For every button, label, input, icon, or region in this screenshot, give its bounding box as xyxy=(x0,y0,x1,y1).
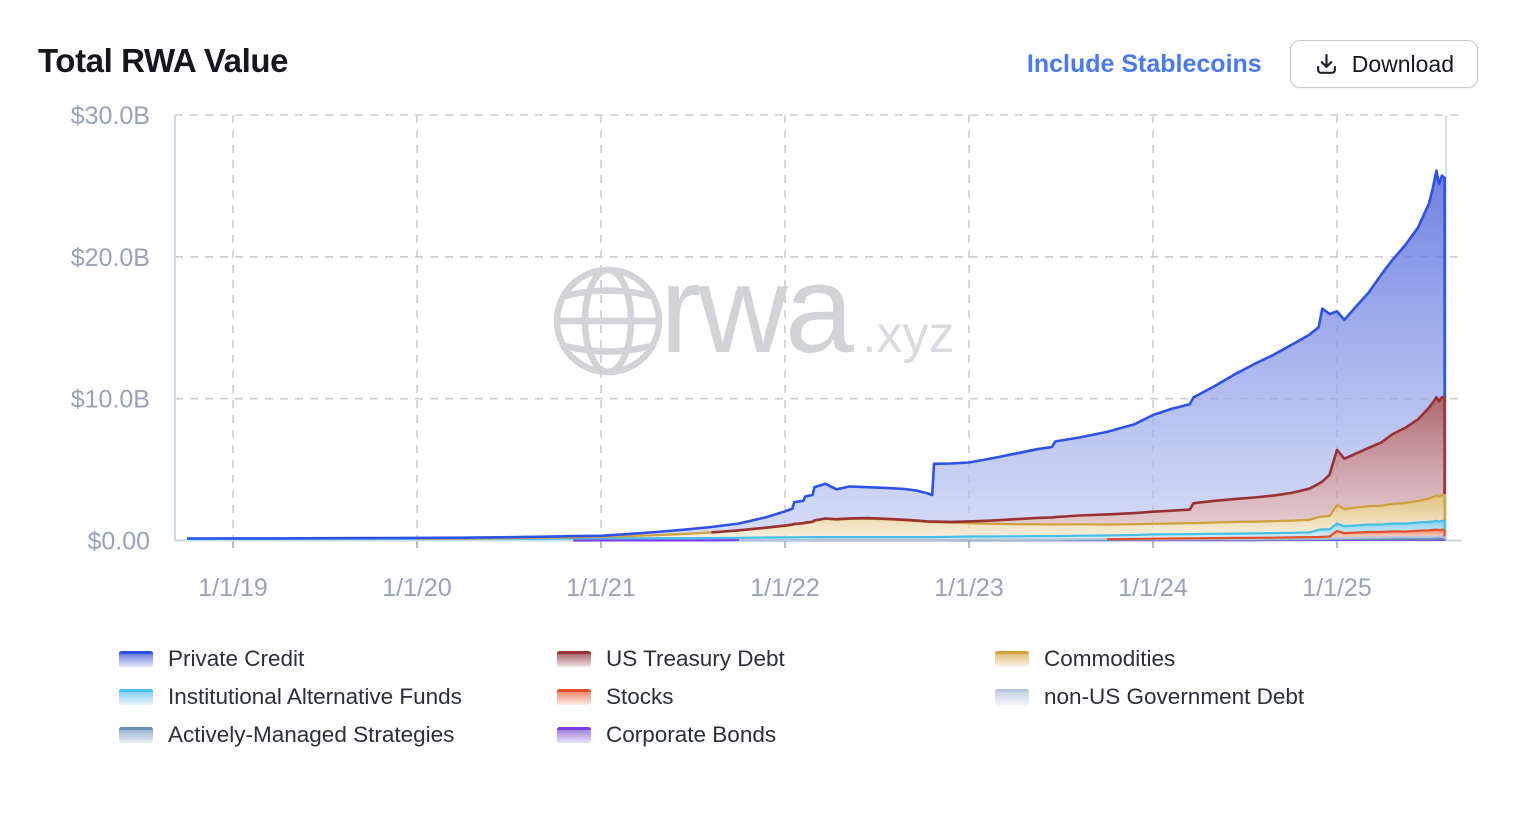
download-label: Download xyxy=(1351,50,1454,77)
globe-parallel-north xyxy=(564,287,652,300)
legend-item-stocks[interactable]: Stocks xyxy=(557,678,785,716)
legend-column: Commodities non-US Government Debt xyxy=(995,640,1304,716)
area-commodities xyxy=(187,494,1445,539)
legend-label: Actively-Managed Strategies xyxy=(168,722,455,747)
x-tick-label: 1/1/23 xyxy=(934,574,1004,602)
legend-label: Commodities xyxy=(1044,646,1176,671)
y-tick-label: $10.0B xyxy=(71,386,150,414)
legend-label: US Treasury Debt xyxy=(606,646,785,671)
y-tick-label: $30.0B xyxy=(71,102,150,130)
legend-item-corporate_bonds[interactable]: Corporate Bonds xyxy=(557,716,785,754)
watermark-text: rwa xyxy=(660,241,854,379)
legend-label: Private Credit xyxy=(168,646,305,671)
download-icon xyxy=(1316,53,1336,74)
download-button[interactable]: Download xyxy=(1289,40,1478,88)
header-actions: Include Stablecoins Download xyxy=(1027,40,1478,88)
legend-label: Institutional Alternative Funds xyxy=(168,684,462,709)
legend-swatch-stocks xyxy=(557,689,591,705)
legend-swatch-inst_alt xyxy=(119,689,153,705)
globe-parallel-south xyxy=(564,342,652,355)
legend-column: US Treasury Debt Stocks Corporate Bonds xyxy=(557,640,785,754)
legend-item-commodities[interactable]: Commodities xyxy=(995,640,1304,678)
y-axis-labels: $0.00 $10.0B $20.0B $30.0B xyxy=(71,102,150,556)
legend-swatch-corporate_bonds xyxy=(557,727,591,743)
x-tick-label: 1/1/24 xyxy=(1118,574,1188,602)
legend-swatch-private_credit xyxy=(119,651,153,667)
y-tick-label: $0.00 xyxy=(87,528,150,556)
line-inst_alt xyxy=(187,519,1446,540)
watermark: rwa .xyz xyxy=(553,241,954,379)
x-axis-labels: 1/1/19 1/1/20 1/1/21 1/1/22 1/1/23 1/1/24 1/1/… xyxy=(198,574,1372,602)
x-tick-label: 1/1/19 xyxy=(198,574,268,602)
line-stocks xyxy=(1106,528,1446,541)
line-us_treasury xyxy=(711,395,1446,534)
legend-label: non-US Government Debt xyxy=(1044,684,1305,709)
x-tick-label: 1/1/22 xyxy=(750,574,820,602)
legend-label: Stocks xyxy=(606,684,674,709)
legend-item-non_us_gov[interactable]: non-US Government Debt xyxy=(995,678,1304,716)
x-tick-label: 1/1/21 xyxy=(566,574,636,602)
legend-item-us_treasury[interactable]: US Treasury Debt xyxy=(557,640,785,678)
area-private_credit xyxy=(187,170,1445,539)
legend-swatch-us_treasury xyxy=(557,651,591,667)
legend-item-private_credit[interactable]: Private Credit xyxy=(119,640,462,678)
legend-swatch-non_us_gov xyxy=(995,689,1029,705)
legend-column: Private Credit Institutional Alternative … xyxy=(119,640,462,754)
legend-item-actively_managed[interactable]: Actively-Managed Strategies xyxy=(119,716,462,754)
watermark-suffix: .xyz xyxy=(862,306,954,364)
y-tick-label: $20.0B xyxy=(71,244,150,272)
page-title: Total RWA Value xyxy=(38,42,289,79)
x-tick-label: 1/1/20 xyxy=(382,574,452,602)
legend-label: Corporate Bonds xyxy=(606,722,777,747)
legend-item-inst_alt[interactable]: Institutional Alternative Funds xyxy=(119,678,462,716)
legend-swatch-actively_managed xyxy=(119,727,153,743)
legend-swatch-commodities xyxy=(995,651,1029,667)
chart-area-outlines xyxy=(186,169,1446,542)
line-private_credit xyxy=(186,169,1446,540)
include-stablecoins-link[interactable]: Include Stablecoins xyxy=(1026,49,1262,78)
x-tick-label: 1/1/25 xyxy=(1302,574,1372,602)
